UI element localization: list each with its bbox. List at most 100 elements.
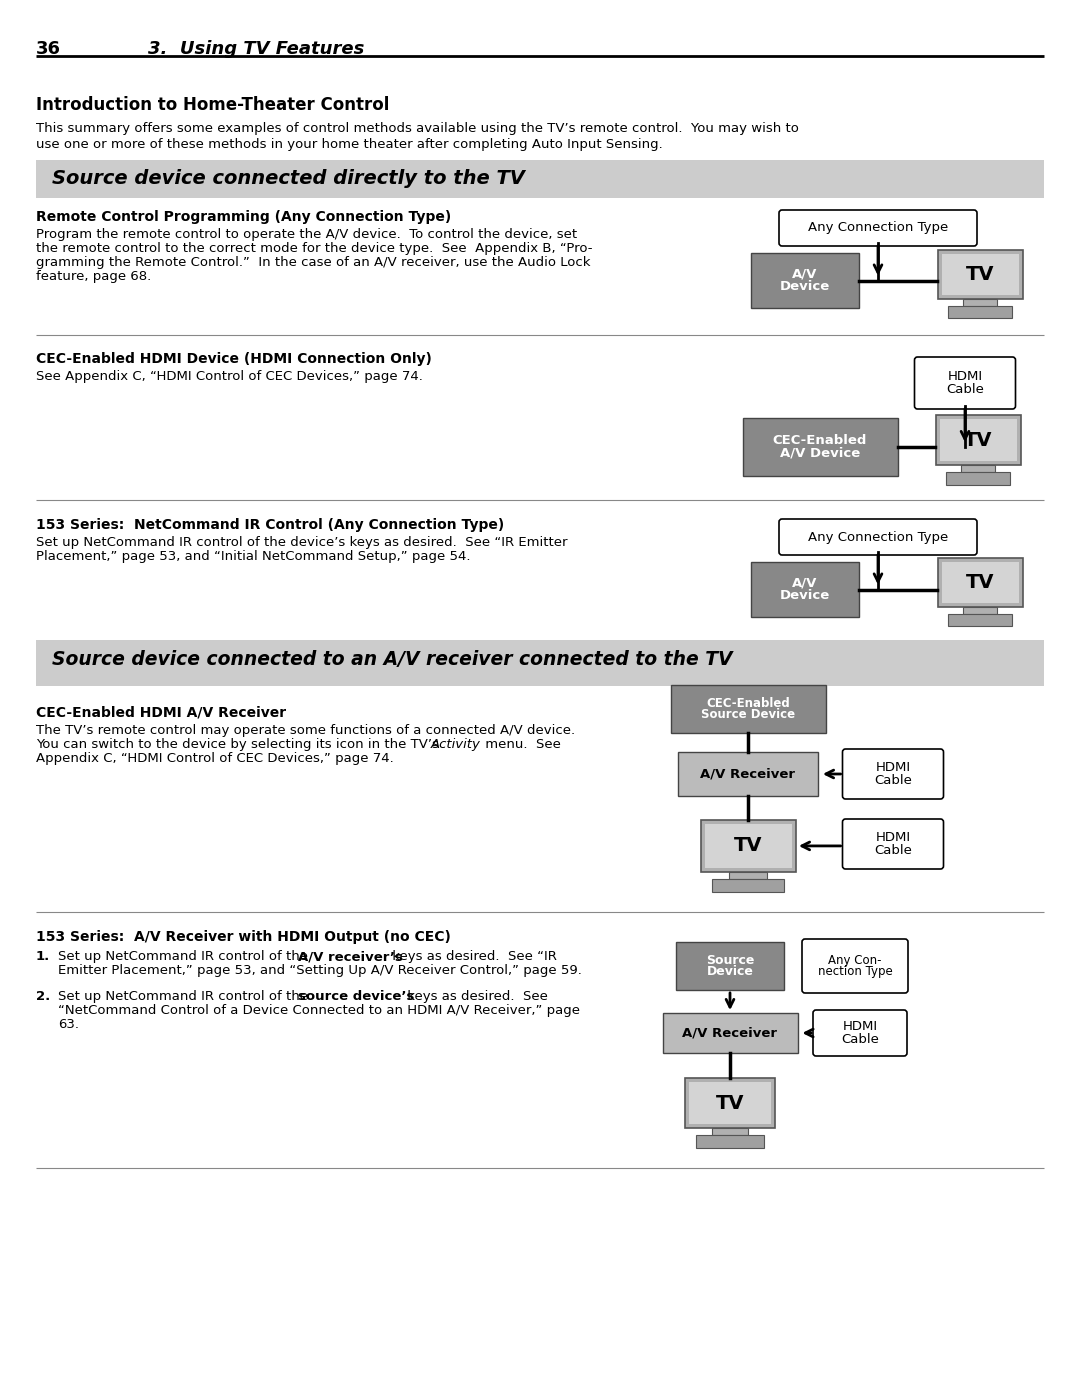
Text: use one or more of these methods in your home theater after completing Auto Inpu: use one or more of these methods in your… [36,138,663,151]
Text: The TV’s remote control may operate some functions of a connected A/V device.: The TV’s remote control may operate some… [36,724,576,738]
Text: Emitter Placement,” page 53, and “Setting Up A/V Receiver Control,” page 59.: Emitter Placement,” page 53, and “Settin… [58,964,582,977]
Text: 3.  Using TV Features: 3. Using TV Features [148,41,364,59]
Text: TV: TV [963,430,993,450]
Text: You can switch to the device by selecting its icon in the TV’s: You can switch to the device by selectin… [36,738,443,752]
Text: Program the remote control to operate the A/V device.  To control the device, se: Program the remote control to operate th… [36,228,577,242]
Bar [671,685,825,733]
Bar [935,415,1021,465]
Text: TV: TV [966,573,995,592]
Text: HDMI: HDMI [876,761,910,774]
Text: Cable: Cable [874,774,912,787]
FancyBboxPatch shape [915,358,1015,409]
Text: gramming the Remote Control.”  In the case of an A/V receiver, use the Audio Loc: gramming the Remote Control.” In the cas… [36,256,591,270]
Text: Device: Device [780,281,831,293]
Bar [676,942,784,990]
Text: See Appendix C, “HDMI Control of CEC Devices,” page 74.: See Appendix C, “HDMI Control of CEC Dev… [36,370,423,383]
Text: Any Con-: Any Con- [828,954,881,967]
Text: CEC-Enabled: CEC-Enabled [773,434,867,447]
Bar [963,606,997,613]
Text: CEC-Enabled: CEC-Enabled [706,697,789,710]
Bar [713,879,784,893]
Text: Activity: Activity [431,738,481,752]
Bar [940,419,1016,461]
Text: 1.: 1. [36,950,51,963]
Text: This summary offers some examples of control methods available using the TV’s re: This summary offers some examples of con… [36,122,799,136]
Text: “NetCommand Control of a Device Connected to an HDMI A/V Receiver,” page: “NetCommand Control of a Device Connecte… [58,1004,580,1017]
FancyBboxPatch shape [779,520,977,555]
Text: A/V receiver’s: A/V receiver’s [298,950,403,963]
Text: Appendix C, “HDMI Control of CEC Devices,” page 74.: Appendix C, “HDMI Control of CEC Devices… [36,752,394,766]
Text: nection Type: nection Type [818,965,892,978]
Bar [36,161,1044,198]
Bar [937,557,1023,606]
Text: Source Device: Source Device [701,708,795,721]
Text: Set up NetCommand IR control of the device’s keys as desired.  See “IR Emitter: Set up NetCommand IR control of the devi… [36,536,567,549]
Bar [961,465,995,472]
Bar [751,253,859,307]
Text: Placement,” page 53, and “Initial NetCommand Setup,” page 54.: Placement,” page 53, and “Initial NetCom… [36,550,471,563]
Bar [937,250,1023,299]
Bar [678,752,818,796]
Text: keys as desired.  See: keys as desired. See [403,990,548,1003]
Text: HDMI: HDMI [947,370,983,383]
Text: Set up NetCommand IR control of the: Set up NetCommand IR control of the [58,950,312,963]
Text: A/V Receiver: A/V Receiver [683,1027,778,1039]
Text: 153 Series:  NetCommand IR Control (Any Connection Type): 153 Series: NetCommand IR Control (Any C… [36,518,504,532]
Bar [685,1078,775,1129]
Bar [942,562,1018,604]
Text: Cable: Cable [841,1032,879,1046]
Text: the remote control to the correct mode for the device type.  See  Appendix B, “P: the remote control to the correct mode f… [36,242,593,256]
FancyBboxPatch shape [813,1010,907,1056]
Bar [942,254,1018,295]
Bar [963,299,997,306]
FancyBboxPatch shape [802,939,908,993]
Text: keys as desired.  See “IR: keys as desired. See “IR [388,950,557,963]
Text: A/V: A/V [793,268,818,281]
Bar [946,472,1010,485]
Text: Source device connected to an A/V receiver connected to the TV: Source device connected to an A/V receiv… [52,650,732,669]
Text: A/V Device: A/V Device [780,447,860,460]
Text: 2.: 2. [36,990,51,1003]
FancyBboxPatch shape [842,819,944,869]
Text: HDMI: HDMI [876,831,910,844]
Bar [662,1013,797,1053]
Text: 63.: 63. [58,1018,79,1031]
Bar [712,1129,748,1136]
Bar [697,1136,764,1148]
Text: Remote Control Programming (Any Connection Type): Remote Control Programming (Any Connecti… [36,210,451,224]
Bar [743,418,897,476]
Text: 153 Series:  A/V Receiver with HDMI Output (no CEC): 153 Series: A/V Receiver with HDMI Outpu… [36,930,450,944]
Bar [948,613,1012,626]
Bar [704,824,792,868]
Text: Source device connected directly to the TV: Source device connected directly to the … [52,169,525,189]
Text: menu.  See: menu. See [481,738,561,752]
Text: TV: TV [733,837,762,855]
Text: CEC-Enabled HDMI A/V Receiver: CEC-Enabled HDMI A/V Receiver [36,705,286,719]
Bar [729,872,767,879]
Text: source device’s: source device’s [298,990,415,1003]
Text: HDMI: HDMI [842,1020,878,1034]
Text: A/V Receiver: A/V Receiver [701,767,796,781]
FancyBboxPatch shape [779,210,977,246]
Text: Device: Device [706,965,754,978]
Bar [751,562,859,617]
Bar [701,820,796,872]
Bar [36,640,1044,686]
Text: Source: Source [706,954,754,967]
Text: Any Connection Type: Any Connection Type [808,531,948,543]
Text: CEC-Enabled HDMI Device (HDMI Connection Only): CEC-Enabled HDMI Device (HDMI Connection… [36,352,432,366]
Text: TV: TV [966,265,995,284]
Text: Device: Device [780,590,831,602]
Text: Introduction to Home-Theater Control: Introduction to Home-Theater Control [36,96,390,115]
FancyBboxPatch shape [842,749,944,799]
Text: A/V: A/V [793,577,818,590]
Text: Cable: Cable [874,844,912,856]
Bar [689,1083,771,1125]
Text: Any Connection Type: Any Connection Type [808,222,948,235]
Text: Cable: Cable [946,383,984,395]
Text: TV: TV [716,1094,744,1112]
Bar [948,306,1012,319]
Text: 36: 36 [36,41,60,59]
Text: feature, page 68.: feature, page 68. [36,270,151,284]
Text: Set up NetCommand IR control of the: Set up NetCommand IR control of the [58,990,312,1003]
